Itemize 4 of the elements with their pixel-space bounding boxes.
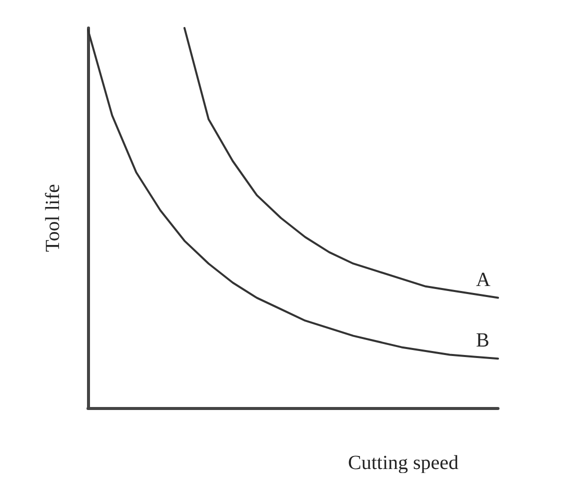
x-axis-title: Cutting speed (348, 452, 459, 474)
series-label: A (476, 268, 491, 291)
series-label: B (476, 330, 490, 352)
y-axis-title: Tool life (42, 184, 64, 252)
